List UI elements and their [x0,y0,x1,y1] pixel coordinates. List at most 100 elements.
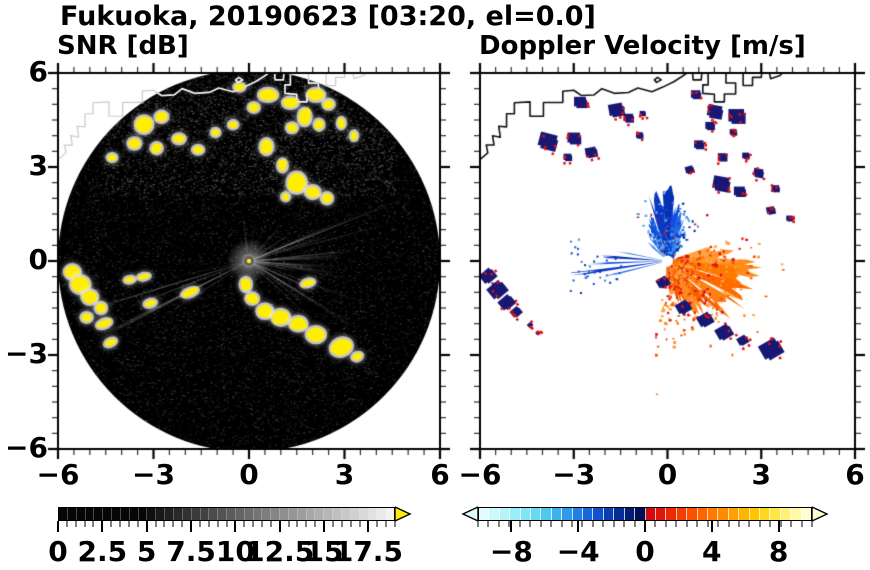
colorbar-cell [182,508,192,520]
colorbar-cell [520,508,532,520]
colorbar-minor-tick [477,521,479,527]
colorbar-minor-tick [84,521,86,527]
colorbar-cell [306,508,316,520]
colorbar-cell [315,508,325,520]
colorbar-cell [718,508,729,520]
colorbar-cell [342,508,351,520]
colorbar-cell [562,508,573,520]
colorbar-cell [697,508,708,520]
x-tick-label: 6 [430,458,450,491]
colorbar-minor-tick [288,521,290,527]
colorbar-minor-tick [623,521,625,527]
colorbar-minor-tick [801,521,803,527]
colorbar-cell [138,508,148,520]
colorbar-cell [801,508,811,520]
colorbar-minor-tick [540,521,542,527]
colorbar-cell [759,508,771,520]
colorbar-cell [780,508,792,520]
colorbar-ticks [57,521,396,535]
colorbar-minor-tick [359,521,361,527]
colorbar-cell [593,508,604,520]
x-tick-label: 6 [845,458,865,491]
colorbar-tick-label: −4 [556,535,600,568]
colorbar-minor-tick [508,521,510,527]
colorbar-cell [129,508,139,520]
colorbar-cell [749,508,760,520]
colorbar-major-tick [777,521,780,532]
colorbar-minor-tick [385,521,387,527]
colorbar-major-tick [710,521,713,532]
colorbar-cell [368,508,378,520]
colorbar-cell [635,508,646,520]
arrow-glyph [461,506,478,522]
y-tick-label: 0 [28,242,48,276]
colorbar-minor-tick [581,521,583,527]
colorbar-cell [333,508,342,520]
colorbar-cell [76,508,86,520]
colorbar-major-tick [101,521,104,532]
colorbar-minor-tick [376,521,378,527]
colorbar-tick-label: 0 [48,535,68,568]
colorbar-cell [386,508,395,520]
colorbar-minor-tick [592,521,594,527]
colorbar-cell [377,508,387,520]
colorbar-cell [676,508,688,520]
colorbar-major-tick [644,521,646,532]
colorbar-minor-tick [529,521,531,527]
x-tick-label: 0 [657,458,678,491]
arrow-glyph [812,506,829,522]
colorbar-cell [541,508,552,520]
colorbar-tick-label: 10 [215,535,255,568]
colorbar-cell [218,508,228,520]
colorbar-velocity: −8 −4 0 4 8 [461,506,829,566]
colorbar-tick-label: 7.5 [166,535,216,568]
colorbar-cell [645,508,656,520]
colorbar-cell [572,508,584,520]
colorbar-cell [551,508,563,520]
colorbar-cell [173,508,183,520]
colorbar-minor-tick [654,521,656,527]
colorbar-cell [288,508,298,520]
colorbar-cell [200,508,210,520]
colorbar-cell [59,508,68,520]
colorbar-minor-tick [696,521,698,527]
colorbar-minor-tick [707,521,709,527]
colorbar-minor-tick [811,521,813,527]
colorbar-tick-label: 17.5 [333,535,403,568]
colorbar-minor-tick [717,521,719,527]
colorbar-minor-tick [305,521,307,527]
colorbar-cells [478,507,812,521]
colorbar-major-tick [190,521,193,532]
colorbar-snr: 0 2.5 5 7.5 10 12.5 15 17.5 [48,506,412,566]
colorbar-minor-tick [155,521,157,527]
colorbar-minor-tick [296,521,298,527]
colorbar-minor-tick [571,521,573,527]
colorbar-minor-tick [217,521,219,527]
colorbar-minor-tick [172,521,174,527]
colorbar-cell [531,508,542,520]
colorbar-cell [624,508,636,520]
colorbar-tick-label: −8 [489,535,533,568]
colorbar-cell [479,508,490,520]
colorbar-tick-label: 8 [768,535,789,568]
snr-panel-subtitle: SNR [dB] [57,31,189,61]
colorbar-cell [707,508,719,520]
colorbar-minor-tick [128,521,130,527]
colorbar-minor-tick [769,521,771,527]
colorbar-cell [165,508,174,520]
colorbar-cell [85,508,95,520]
x-tick-label: −3 [132,458,175,491]
colorbar-cell [156,508,166,520]
colorbar-minor-tick [519,521,521,527]
colorbar-minor-tick [66,521,68,527]
y-tick-label: −3 [5,336,48,370]
colorbar-minor-tick [199,521,201,527]
x-tick-label: 0 [239,458,259,491]
colorbar-cell [103,508,113,520]
colorbar-cell [770,508,781,520]
colorbar-cell [666,508,677,520]
colorbar-overflow-arrow-left [461,506,478,522]
colorbar-cell [120,508,130,520]
x-tick-label: 3 [751,458,771,491]
